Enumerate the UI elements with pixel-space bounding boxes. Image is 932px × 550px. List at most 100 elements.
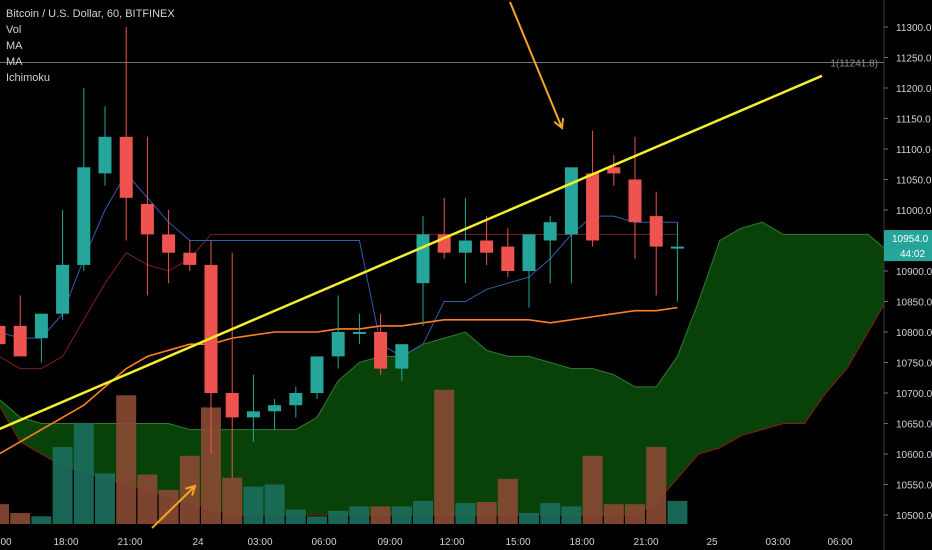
indicator-ichimoku[interactable]: Ichimoku [6,72,51,84]
volume-bar-25 [519,513,539,524]
candle-2 [34,313,48,339]
volume-bar-20 [413,500,433,524]
arrow-annotation-bottom-shaft [151,485,196,529]
current-price-badge [884,230,932,247]
volume-bar-19 [391,506,412,524]
price-tick-label-12: 10700.0 [896,389,932,400]
candle-7 [140,203,154,235]
time-tick-label-12: 03:00 [765,537,790,548]
volume-bar-31 [646,447,667,524]
volume-bar-1 [10,513,31,524]
candle-4 [77,167,91,265]
price-tick-label-6: 11000.0 [896,206,932,217]
candle-29 [607,167,621,174]
volume-bar-12 [243,486,264,524]
volume-bar-23 [476,502,497,524]
volume-bar-24 [497,478,518,524]
countdown-badge [884,246,932,262]
candle-14 [289,393,303,406]
price-tick-label-3: 11150.0 [896,115,931,126]
ichimoku-cloud [0,222,890,515]
price-tick-label-4: 11100.0 [896,145,931,156]
candle-26 [543,222,557,241]
candle-17 [352,332,366,334]
time-tick-label-13: 06:00 [827,537,852,548]
arrow-annotation-bottom-head [185,484,197,496]
time-tick-label-8: 15:00 [505,537,530,548]
candle-19 [395,344,409,369]
candle-20 [416,234,430,284]
volume-bar-4 [73,422,94,524]
candle-13 [268,405,282,412]
time-tick-label-3: 24 [192,537,204,548]
time-tick-label-9: 18:00 [569,537,594,548]
volume-bar-32 [667,500,688,524]
candle-25 [522,234,536,271]
price-tick-label-13: 10650.0 [896,420,932,431]
volume-bar-13 [264,484,285,524]
volume-bar-26 [540,503,561,524]
candle-3 [56,264,70,314]
candle-12 [246,411,260,418]
candle-22 [458,240,472,253]
indicator-ma-1[interactable]: MA [6,40,23,52]
ichimoku-span-a [0,221,890,431]
price-tick-label-11: 10750.0 [896,359,932,370]
candle-9 [183,252,197,265]
ma-blue-line [0,172,678,357]
time-tick-label-5: 06:00 [311,537,336,548]
indicator-vol[interactable]: Vol [6,24,22,36]
candle-0 [0,325,6,345]
time-tick-label-7: 12:00 [439,537,464,548]
candle-16 [331,332,345,357]
candle-5 [98,136,112,174]
time-tick-label-6: 09:00 [377,537,402,548]
candle-18 [374,332,388,369]
arrow-annotation-top-head [553,117,565,130]
volume-bar-6 [116,395,137,524]
volume-bar-3 [52,447,73,524]
chart-legend: Bitcoin / U.S. Dollar, 60, BITFINEX Vol … [6,6,175,86]
candle-32 [670,246,684,249]
candle-27 [564,167,578,235]
price-tick-label-10: 10800.0 [896,328,932,339]
volume-bar-5 [95,473,115,524]
arrow-annotation-top-shaft [509,1,563,129]
price-tick-label-0: 11300.0 [896,23,932,34]
volume-bar-10 [201,407,221,524]
time-tick-label-10: 21:00 [633,537,658,548]
candle-6 [119,136,133,198]
indicator-ma-2[interactable]: MA [6,56,23,68]
countdown-label: 44:02 [900,249,925,260]
volume-bar-29 [603,504,624,524]
price-tick-label-16: 10500.0 [896,511,932,522]
symbol-title[interactable]: Bitcoin / U.S. Dollar, 60, BITFINEX [6,8,175,20]
candle-31 [649,216,663,247]
volume-bar-14 [285,509,306,524]
price-tick-label-5: 11050.0 [896,176,932,187]
volume-bar-27 [561,506,582,524]
time-tick-label-0: 00 [0,537,12,548]
trendline [0,74,823,431]
candle-30 [628,179,642,223]
candle-8 [162,234,176,253]
horizontal-line-label: 1(11241.8) [830,59,878,70]
time-tick-label-11: 25 [706,537,718,548]
time-tick-label-4: 03:00 [247,537,272,548]
volume-bar-18 [370,506,391,524]
price-tick-label-8: 10900.0 [896,267,932,278]
price-tick-label-9: 10850.0 [896,298,932,309]
price-tick-label-2: 11200.0 [896,84,932,95]
volume-bar-15 [307,516,327,524]
volume-bar-2 [31,516,52,524]
volume-bar-21 [434,389,455,524]
candle-11 [225,393,239,418]
current-price-label: 10954.0 [892,234,929,245]
price-axis-background [884,0,932,550]
price-tick-label-15: 10550.0 [896,481,932,492]
volume-bar-7 [137,474,158,524]
volume-bar-0 [0,504,9,524]
candle-28 [586,173,600,241]
volume-bar-30 [625,504,645,524]
